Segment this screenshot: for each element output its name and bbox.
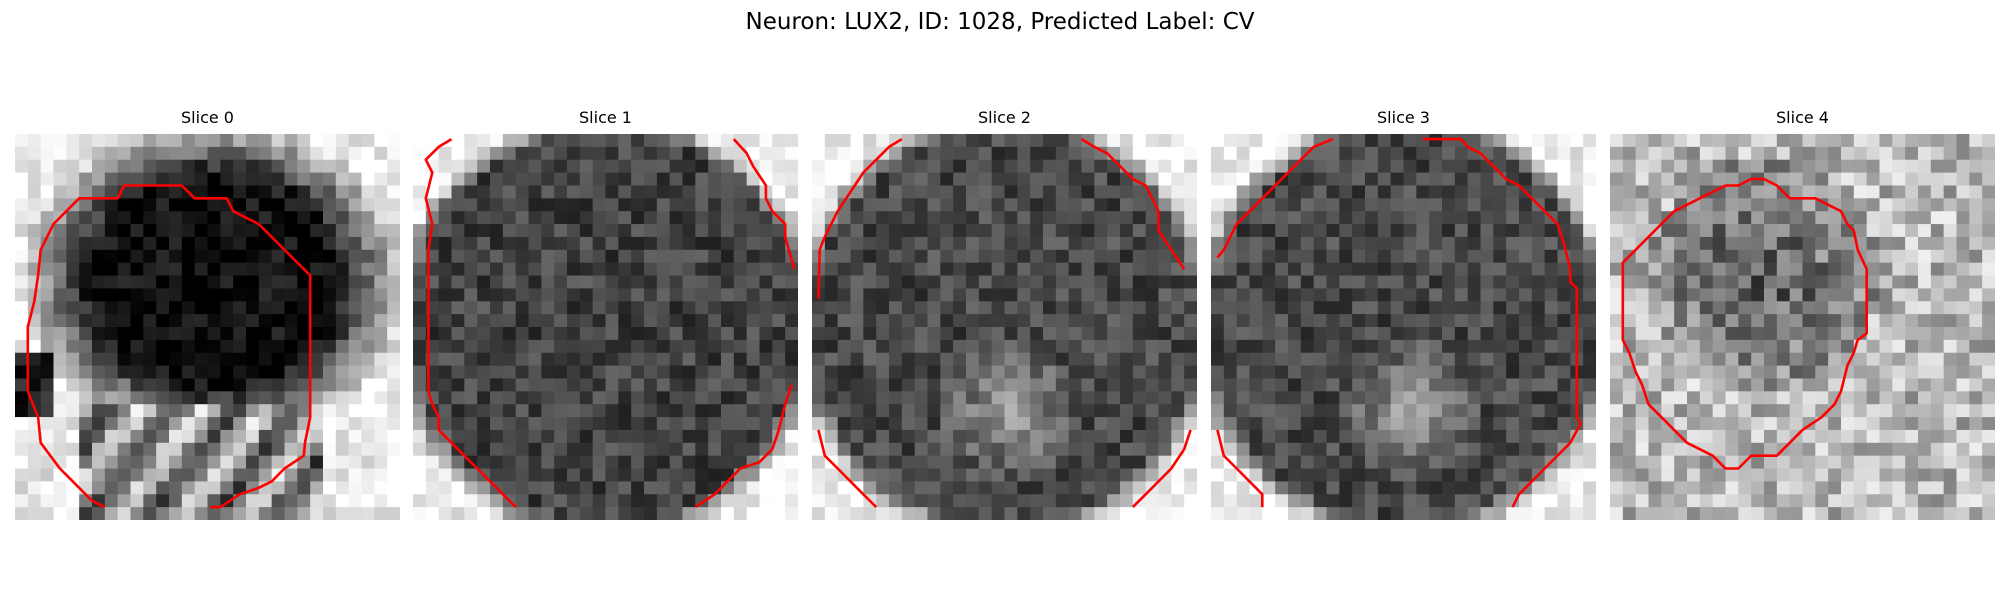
segmentation-contour (1216, 429, 1264, 508)
slice-panel-2: Slice 2 (812, 106, 1197, 520)
slice-image (812, 134, 1197, 520)
slice-panel-1: Slice 1 (413, 106, 798, 520)
slice-svg (812, 134, 1197, 520)
segmentation-contour (1216, 137, 1334, 259)
slice-svg (1211, 134, 1596, 520)
segmentation-contour (1621, 177, 1869, 470)
slice-panel-0: Slice 0 (15, 106, 400, 520)
segmentation-contour (817, 137, 903, 299)
segmentation-contour (817, 429, 878, 509)
segmentation-contour (694, 384, 793, 509)
slice-title: Slice 2 (978, 108, 1031, 127)
slice-image (1610, 134, 1995, 520)
slice-svg (413, 134, 798, 520)
slice-svg (1610, 134, 1995, 520)
segmentation-contour (732, 138, 796, 270)
slice-svg (15, 134, 400, 520)
slice-title: Slice 4 (1776, 108, 1829, 127)
slice-image (1211, 134, 1596, 520)
slice-title: Slice 3 (1377, 108, 1430, 127)
segmentation-contour (1131, 429, 1192, 509)
slice-title: Slice 1 (579, 108, 632, 127)
slice-panel-3: Slice 3 (1211, 106, 1596, 520)
slice-title: Slice 0 (181, 108, 234, 127)
slice-image (15, 134, 400, 520)
figure-title: Neuron: LUX2, ID: 1028, Predicted Label:… (745, 9, 1255, 35)
segmentation-contour (1422, 137, 1582, 508)
slice-image (413, 134, 798, 520)
slice-panel-4: Slice 4 (1610, 106, 1995, 520)
segmentation-contour (424, 137, 517, 509)
segmentation-contour (1080, 137, 1186, 270)
segmentation-contour (26, 184, 312, 509)
